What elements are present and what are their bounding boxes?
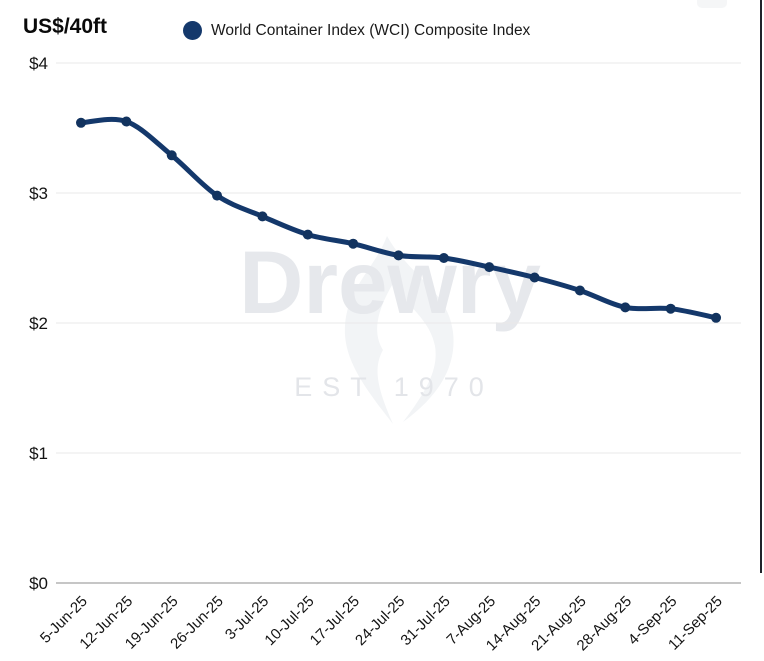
- data-point[interactable]: [665, 303, 676, 314]
- data-point[interactable]: [620, 302, 631, 313]
- data-point[interactable]: [257, 211, 268, 222]
- data-point[interactable]: [484, 262, 495, 273]
- legend-marker-icon: [183, 21, 202, 40]
- y-tick-label: $1: [29, 444, 48, 463]
- wci-series-line[interactable]: [78, 116, 719, 321]
- legend-label: World Container Index (WCI) Composite In…: [211, 21, 531, 39]
- data-point[interactable]: [121, 116, 132, 127]
- data-point[interactable]: [76, 117, 86, 128]
- data-point[interactable]: [529, 272, 540, 283]
- widget-crop-border: [760, 0, 762, 573]
- data-point[interactable]: [574, 285, 585, 296]
- legend-item[interactable]: World Container Index (WCI) Composite In…: [183, 21, 530, 40]
- y-axis-unit-label: US$/40ft: [23, 15, 108, 38]
- data-point[interactable]: [393, 250, 404, 261]
- y-tick-label: $4: [29, 54, 48, 73]
- data-point[interactable]: [302, 229, 313, 240]
- data-point[interactable]: [166, 150, 177, 161]
- y-tick-label: $3: [29, 184, 48, 203]
- y-tick-label: $0: [29, 574, 48, 593]
- data-point[interactable]: [711, 312, 722, 323]
- data-point[interactable]: [212, 190, 223, 201]
- data-point[interactable]: [348, 238, 359, 249]
- chart-menu-button-partial[interactable]: [697, 0, 727, 8]
- x-tick-label: 31-Jul-25: [397, 593, 453, 649]
- y-tick-label: $2: [29, 314, 48, 333]
- data-point[interactable]: [438, 253, 449, 263]
